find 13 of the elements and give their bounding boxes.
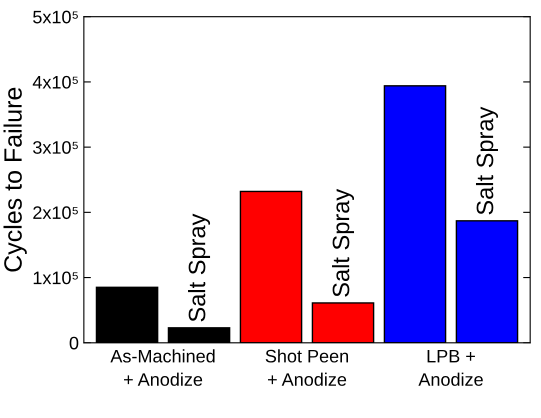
x-tick-label: Salt Spray (476, 106, 498, 215)
x-tick-label: Salt Spray (188, 214, 210, 322)
x-tick-label: LPB + Anodize (418, 350, 483, 386)
y-axis-title: Cycles to Failure (4, 88, 27, 272)
x-tick-label: Salt Spray (332, 188, 354, 297)
y-tick-label: 5x10⁵ (33, 10, 78, 24)
y-tick-label: 1x10⁵ (34, 271, 78, 284)
x-tick-label: As-Machined + Anodize (110, 349, 215, 386)
y-tick-label: 0 (70, 336, 78, 350)
y-tick-label: 3x10⁵ (33, 141, 78, 154)
x-tick-label: Shot Peen + Anodize (266, 349, 348, 386)
y-tick-label: 2x10⁵ (33, 206, 78, 220)
y-tick-label: 4x10⁵ (32, 76, 78, 89)
